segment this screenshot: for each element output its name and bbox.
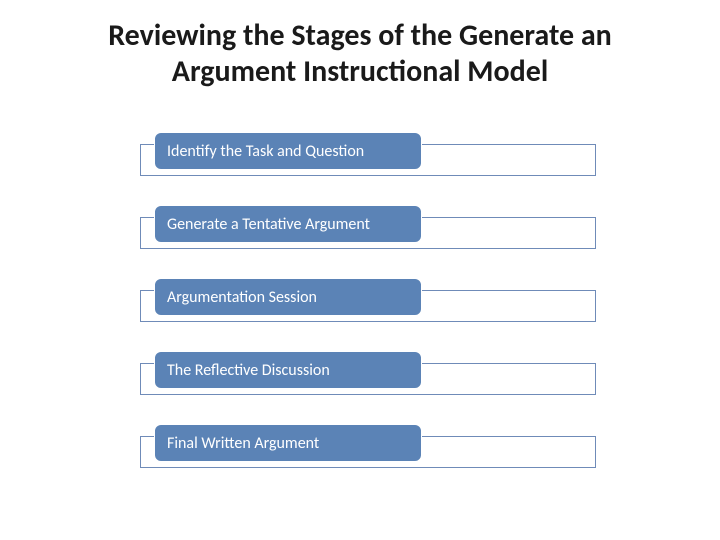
stage-label: Identify the Task and Question [167, 142, 364, 161]
stage-pill: Generate a Tentative Argument [154, 205, 422, 243]
stage-label: Generate a Tentative Argument [167, 215, 370, 234]
page-title: Reviewing the Stages of the Generate an … [30, 18, 690, 90]
stage-row: Identify the Task and Question [140, 132, 690, 176]
stage-pill: Final Written Argument [154, 424, 422, 462]
stage-row: The Reflective Discussion [140, 351, 690, 395]
stage-row: Generate a Tentative Argument [140, 205, 690, 249]
stage-pill: The Reflective Discussion [154, 351, 422, 389]
slide: Reviewing the Stages of the Generate an … [0, 0, 720, 540]
stage-label: Argumentation Session [167, 288, 317, 307]
stage-label: The Reflective Discussion [167, 361, 330, 380]
stage-pill: Identify the Task and Question [154, 132, 422, 170]
stage-row: Argumentation Session [140, 278, 690, 322]
stages-list: Identify the Task and Question Generate … [30, 132, 690, 468]
stage-label: Final Written Argument [167, 434, 319, 453]
stage-row: Final Written Argument [140, 424, 690, 468]
stage-pill: Argumentation Session [154, 278, 422, 316]
